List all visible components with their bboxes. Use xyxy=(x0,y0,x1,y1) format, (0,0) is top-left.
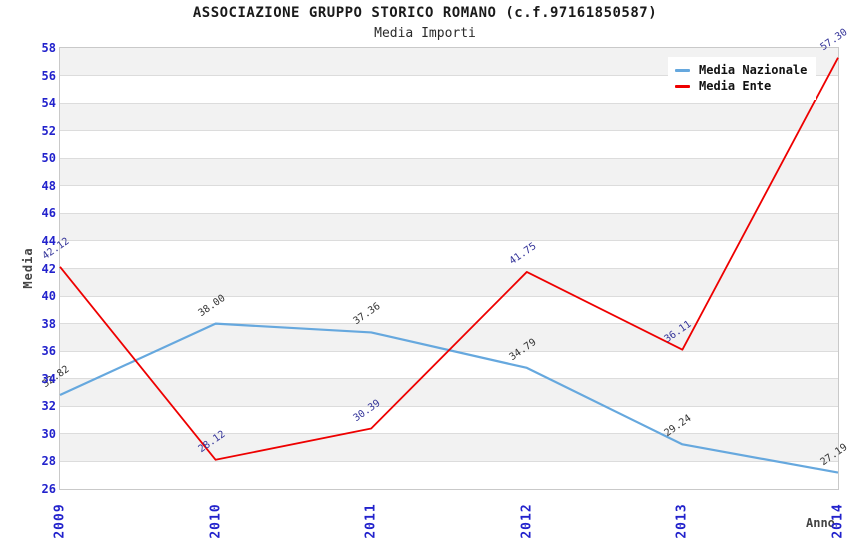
grid-line xyxy=(60,323,838,325)
grid-line xyxy=(60,240,838,242)
y-tick-label: 48 xyxy=(41,178,56,193)
y-tick-label: 42 xyxy=(41,261,56,276)
series-lines xyxy=(59,57,839,474)
x-tick-label: 2013 xyxy=(674,503,690,539)
legend: Media Nazionale Media Ente xyxy=(668,57,817,100)
x-tick-label: 2012 xyxy=(519,503,535,539)
legend-item-nazionale: Media Nazionale xyxy=(675,62,807,78)
grid-line xyxy=(60,405,838,407)
y-tick-label: 52 xyxy=(41,123,56,138)
grid-line xyxy=(60,433,838,435)
plot-area: 32.82 38.00 37.36 34.79 29.24 27.19 42.12 28.12… xyxy=(41,27,849,490)
y-tick-label: 36 xyxy=(41,344,56,359)
grid-line xyxy=(60,212,838,214)
x-axis-title: Anno xyxy=(806,516,835,530)
y-tick-label: 54 xyxy=(41,96,56,111)
grid-line xyxy=(60,268,838,269)
x-tick-label: 2010 xyxy=(208,503,224,539)
chart-title: ASSOCIAZIONE GRUPPO STORICO ROMANO (c.f.… xyxy=(192,5,658,21)
x-tick-label: 2011 xyxy=(363,503,379,539)
grid-line xyxy=(60,378,838,380)
y-tick-label: 30 xyxy=(41,426,56,441)
series-line-1 xyxy=(59,57,839,461)
grid-line xyxy=(60,295,838,297)
y-tick-label: 56 xyxy=(41,68,56,83)
grid-line xyxy=(60,157,838,159)
y-tick-label: 26 xyxy=(41,482,56,496)
legend-item-ente: Media Ente xyxy=(675,78,807,94)
y-tick-label: 50 xyxy=(41,151,56,166)
legend-label: Media Nazionale xyxy=(699,63,808,77)
y-tick-label: 40 xyxy=(41,289,56,304)
legend-label: Media Ente xyxy=(699,79,772,93)
y-tick-label: 58 xyxy=(41,41,56,55)
y-tick-label: 32 xyxy=(41,399,56,414)
grid-line xyxy=(60,75,838,77)
series-line-0 xyxy=(59,322,839,474)
y-tick-label: 28 xyxy=(41,454,56,469)
grid-line xyxy=(60,102,838,104)
y-tick-label: 44 xyxy=(41,233,56,248)
y-tick-label: 38 xyxy=(41,316,56,331)
nazionale-line-swatch-icon xyxy=(675,68,690,72)
y-tick-label: 34 xyxy=(41,371,56,386)
grid-line xyxy=(60,460,838,462)
x-tick-label: 2014 xyxy=(830,503,846,539)
grid-line xyxy=(60,185,838,187)
y-tick-label: 46 xyxy=(41,206,56,221)
x-tick-label: 2009 xyxy=(52,503,68,539)
chart-subtitle: Media Importi xyxy=(374,26,476,41)
ente-line-swatch-icon xyxy=(675,84,690,88)
grid-line xyxy=(60,130,838,132)
